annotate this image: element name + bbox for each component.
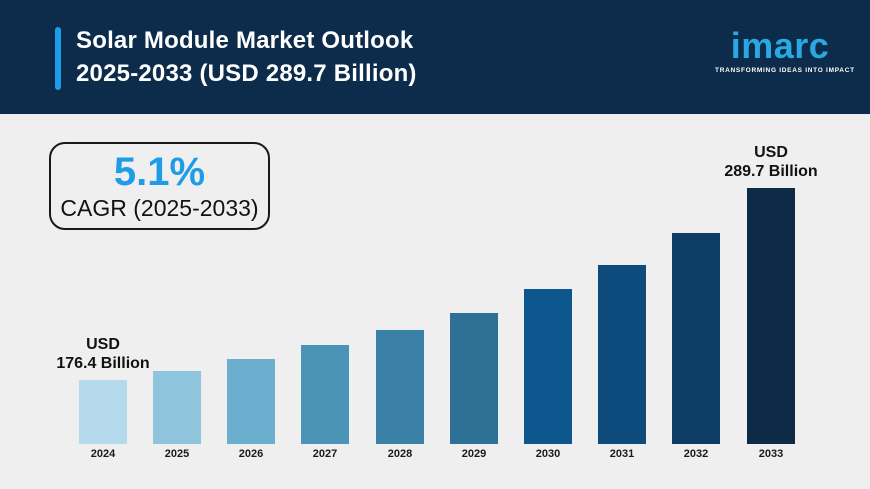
x-tick-2031: 2031: [609, 448, 635, 460]
imarc-logo-wordmark: imarc: [730, 25, 830, 66]
bar-2033: [747, 188, 795, 444]
x-tick-2028: 2028: [387, 448, 413, 460]
bar-2026: [227, 359, 275, 444]
bar-2032: [672, 233, 720, 444]
x-tick-2032: 2032: [683, 448, 709, 460]
bar-2027: [301, 345, 349, 444]
x-tick-2027: 2027: [312, 448, 338, 460]
page-title: Solar Module Market Outlook 2025-2033 (U…: [76, 24, 417, 90]
value-label-2033: USD 289.7 Billion: [724, 144, 818, 180]
bar-2025: [153, 371, 201, 444]
x-tick-2030: 2030: [535, 448, 561, 460]
cagr-value: 5.1%: [113, 149, 206, 194]
bar-2031: [598, 265, 646, 444]
cagr-label: CAGR (2025-2033): [60, 194, 259, 221]
bar-2030: [524, 289, 572, 444]
x-tick-2024: 2024: [90, 448, 116, 460]
x-tick-2033: 2033: [758, 448, 784, 460]
title-accent-bar: [55, 27, 61, 90]
imarc-logo-tagline: TRANSFORMING IDEAS INTO IMPACT: [715, 67, 855, 74]
page-title-line2: 2025-2033 (USD 289.7 Billion): [76, 60, 417, 87]
bar-2029: [450, 313, 498, 444]
x-tick-2025: 2025: [164, 448, 190, 460]
cagr-box: 5.1% CAGR (2025-2033): [49, 142, 270, 230]
bar-2028: [376, 330, 424, 444]
imarc-logo: imarc TRANSFORMING IDEAS INTO IMPACT: [715, 25, 855, 75]
x-tick-2026: 2026: [238, 448, 264, 460]
x-tick-2029: 2029: [461, 448, 487, 460]
value-label-2024: USD 176.4 Billion: [56, 336, 150, 372]
page-title-line1: Solar Module Market Outlook: [76, 27, 414, 54]
bar-2024: [79, 380, 127, 444]
header-banner: Solar Module Market Outlook 2025-2033 (U…: [0, 0, 870, 114]
